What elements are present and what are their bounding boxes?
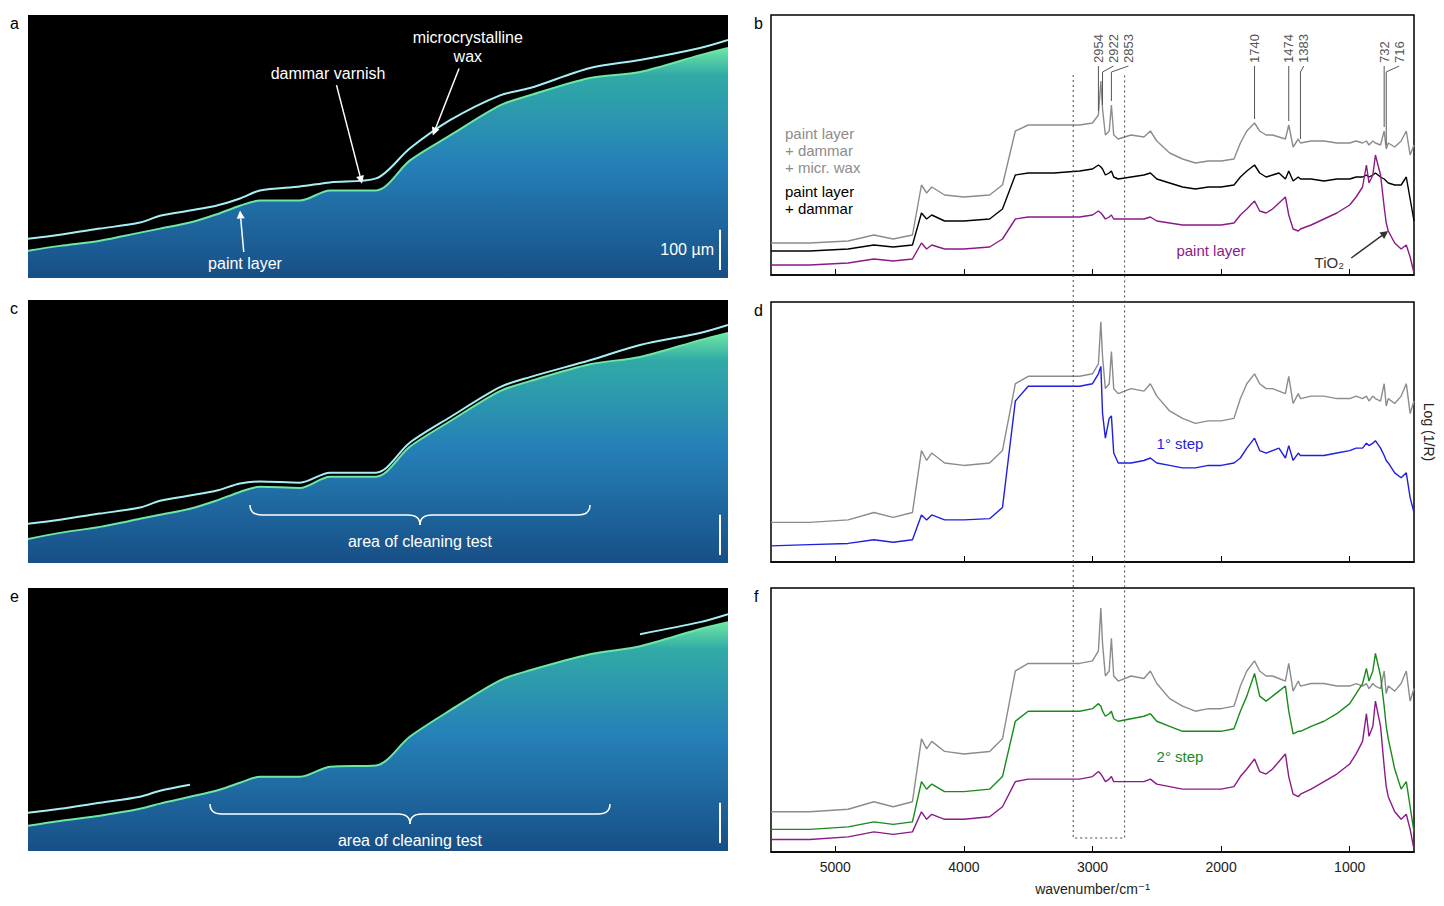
html-text:b: b xyxy=(754,15,763,32)
svg-text:+ dammar: + dammar xyxy=(785,142,853,159)
svg-text:paint layer: paint layer xyxy=(785,125,854,142)
svg-text:Log (1/R): Log (1/R) xyxy=(1421,403,1437,461)
svg-text:+ dammar: + dammar xyxy=(785,200,853,217)
svg-text:4000: 4000 xyxy=(948,859,979,875)
svg-text:area of cleaning test: area of cleaning test xyxy=(348,533,493,550)
svg-text:1474: 1474 xyxy=(1281,34,1296,63)
svg-text:TiO₂: TiO₂ xyxy=(1315,254,1345,271)
svg-text:2853: 2853 xyxy=(1121,34,1136,63)
svg-text:2922: 2922 xyxy=(1106,34,1121,63)
svg-text:dammar varnish: dammar varnish xyxy=(271,65,386,82)
svg-text:5000: 5000 xyxy=(820,859,851,875)
html-text:e: e xyxy=(10,588,19,605)
svg-text:716: 716 xyxy=(1392,41,1407,63)
html-text:d: d xyxy=(754,302,763,319)
svg-text:wax: wax xyxy=(453,48,482,65)
svg-text:microcrystalline: microcrystalline xyxy=(413,29,523,46)
svg-text:1383: 1383 xyxy=(1296,34,1311,63)
svg-text:+ micr. wax: + micr. wax xyxy=(785,159,861,176)
svg-text:1740: 1740 xyxy=(1247,34,1262,63)
svg-text:paint layer: paint layer xyxy=(1176,242,1245,259)
html-text:f: f xyxy=(754,588,759,605)
html-text:a: a xyxy=(10,15,19,32)
svg-text:paint layer: paint layer xyxy=(208,255,282,272)
svg-text:3000: 3000 xyxy=(1077,859,1108,875)
svg-text:paint layer: paint layer xyxy=(785,183,854,200)
svg-text:1000: 1000 xyxy=(1334,859,1365,875)
svg-text:2° step: 2° step xyxy=(1157,748,1204,765)
svg-text:732: 732 xyxy=(1377,41,1392,63)
svg-text:2000: 2000 xyxy=(1206,859,1237,875)
svg-text:100 µm: 100 µm xyxy=(660,241,714,258)
svg-text:wavenumber/cm⁻¹: wavenumber/cm⁻¹ xyxy=(1034,881,1150,897)
svg-text:2954: 2954 xyxy=(1091,34,1106,63)
svg-text:1° step: 1° step xyxy=(1157,435,1204,452)
html-text:c: c xyxy=(10,300,18,317)
svg-text:area of cleaning test: area of cleaning test xyxy=(338,832,483,849)
